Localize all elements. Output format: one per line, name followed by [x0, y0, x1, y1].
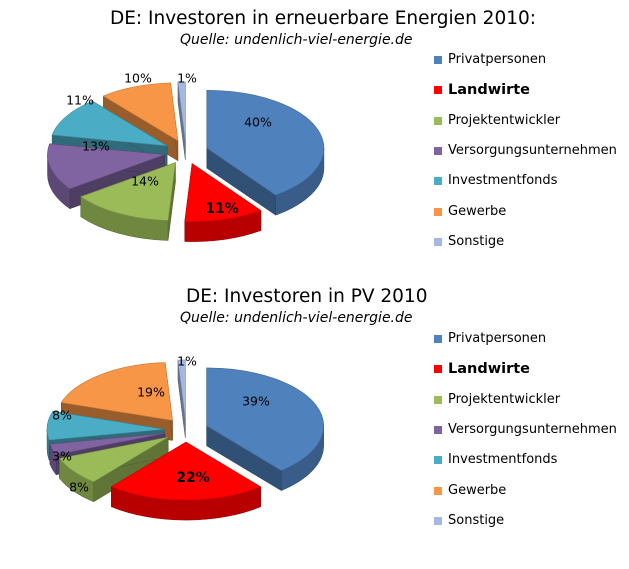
legend-label: Versorgungsunternehmen: [448, 143, 617, 158]
legend-swatch: [434, 517, 442, 525]
data-label-versorgungsunternehmen: 3%: [52, 449, 72, 464]
data-label-gewerbe: 10%: [124, 71, 152, 86]
legend-label: Privatpersonen: [448, 52, 547, 67]
data-label-landwirte: 22%: [176, 470, 210, 486]
data-label-investmentfonds: 11%: [66, 93, 94, 108]
pie-slice-privatpersonen: [206, 89, 325, 196]
data-label-projektentwickler: 14%: [131, 174, 159, 189]
legend-label: Investmentfonds: [448, 173, 558, 188]
pie-slice-gewerbe: [60, 362, 173, 421]
legend-label: Landwirte: [448, 361, 531, 377]
chart-title: DE: Investoren in PV 2010: [186, 286, 428, 307]
pie-slice-investmentfonds: [46, 410, 165, 441]
data-label-privatpersonen: 39%: [242, 394, 270, 409]
legend-swatch: [434, 365, 442, 373]
pie-slice-landwirte: [184, 163, 262, 222]
chart-subtitle: Quelle: undenlich-viel-energie.de: [180, 32, 413, 48]
legend-label: Projektentwickler: [448, 113, 561, 128]
pie-slice-sonstige: [177, 359, 186, 418]
pie-slice-landwirte: [110, 441, 262, 501]
chart-panel-1: DE: Investoren in erneuerbare Energien 2…: [0, 0, 629, 280]
pie-slice-gewerbe: [102, 82, 179, 142]
pie-slice-versorgungsunternehmen: [47, 143, 165, 190]
legend-swatch: [434, 86, 442, 94]
legend-swatch: [434, 456, 442, 464]
data-label-gewerbe: 19%: [137, 385, 165, 400]
legend-swatch: [434, 117, 442, 125]
legend-swatch: [434, 208, 442, 216]
legend-swatch: [434, 396, 442, 404]
legend-label: Sonstige: [448, 234, 505, 249]
legend-swatch: [434, 56, 442, 64]
legend-label: Gewerbe: [448, 483, 507, 498]
chart-panel-2: DE: Investoren in PV 2010 Quelle: undenl…: [0, 280, 629, 560]
pie-slice-projektentwickler: [80, 162, 176, 221]
legend-label: Investmentfonds: [448, 452, 558, 467]
chart-title: DE: Investoren in erneuerbare Energien 2…: [110, 8, 536, 29]
legend-label: Privatpersonen: [448, 331, 547, 346]
legend-swatch: [434, 177, 442, 185]
pie-slice-investmentfonds: [51, 100, 168, 147]
chart-subtitle: Quelle: undenlich-viel-energie.de: [180, 310, 413, 326]
legend-swatch: [434, 335, 442, 343]
pie-chart: 40% 11% 14% 13% 11% 10% 1%: [47, 71, 325, 242]
pie-slice-privatpersonen: [206, 367, 324, 471]
data-label-versorgungsunternehmen: 13%: [82, 139, 110, 154]
pie-chart: 39% 22% 8% 3% 8% 19% 1%: [46, 354, 324, 521]
legend-label: Projektentwickler: [448, 392, 561, 407]
data-label-projektentwickler: 8%: [69, 480, 89, 495]
data-label-landwirte: 11%: [205, 201, 239, 217]
data-label-privatpersonen: 40%: [244, 115, 272, 130]
pie-slice-versorgungsunternehmen: [49, 433, 165, 456]
legend-swatch: [434, 487, 442, 495]
legend-swatch: [434, 147, 442, 155]
legend-label: Versorgungsunternehmen: [448, 422, 617, 437]
legend-label: Landwirte: [448, 82, 531, 98]
data-label-sonstige: 1%: [177, 71, 197, 86]
data-label-sonstige: 1%: [177, 354, 197, 369]
legend-swatch: [434, 238, 442, 246]
pie-slice-sonstige: [177, 81, 186, 140]
legend-label: Gewerbe: [448, 204, 507, 219]
legend-label: Sonstige: [448, 513, 505, 528]
legend-swatch: [434, 426, 442, 434]
pie-slice-projektentwickler: [58, 436, 169, 483]
data-label-investmentfonds: 8%: [52, 408, 72, 423]
